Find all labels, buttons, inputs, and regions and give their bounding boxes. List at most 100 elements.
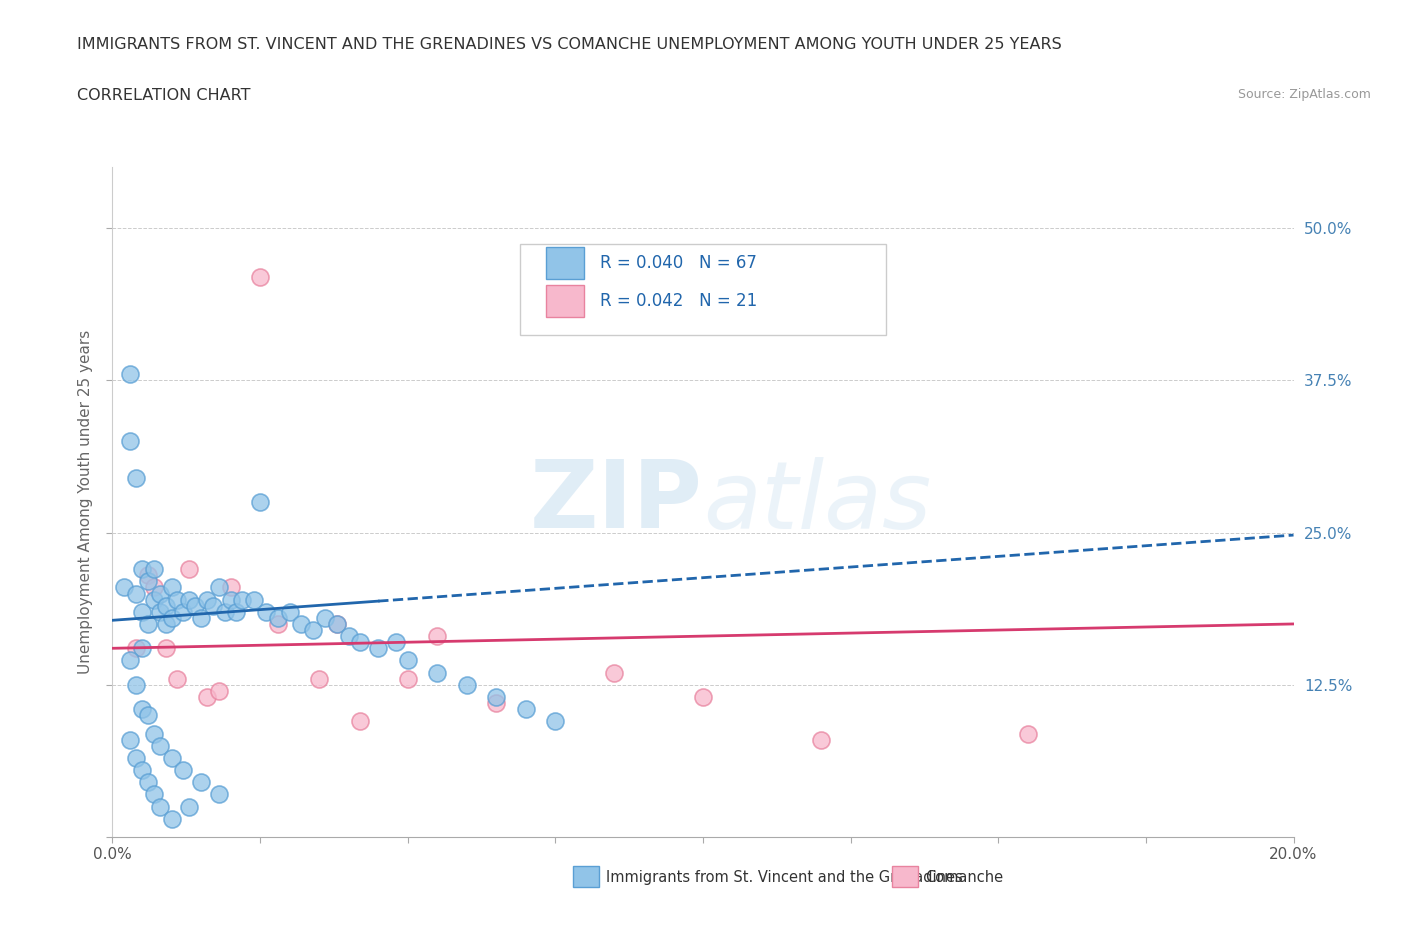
Point bbox=[544, 714, 567, 729]
Point bbox=[155, 598, 177, 613]
Point bbox=[190, 610, 212, 625]
Point bbox=[120, 434, 142, 449]
Point bbox=[136, 568, 159, 583]
Point bbox=[426, 629, 449, 644]
Point bbox=[195, 689, 218, 704]
Point bbox=[149, 738, 172, 753]
Point bbox=[112, 580, 135, 595]
Point bbox=[249, 270, 271, 285]
Point bbox=[136, 708, 159, 723]
Point bbox=[120, 653, 142, 668]
Point bbox=[485, 696, 508, 711]
Point bbox=[131, 641, 153, 656]
Point bbox=[337, 629, 360, 644]
Point bbox=[142, 726, 165, 741]
Text: ZIP: ZIP bbox=[530, 457, 703, 548]
Point bbox=[208, 580, 231, 595]
Point bbox=[142, 592, 165, 607]
Bar bbox=[574, 866, 599, 887]
Point bbox=[179, 562, 201, 577]
Text: CORRELATION CHART: CORRELATION CHART bbox=[77, 88, 250, 103]
Point bbox=[1017, 726, 1039, 741]
Point bbox=[214, 604, 236, 619]
Text: R = 0.040   N = 67: R = 0.040 N = 67 bbox=[600, 254, 756, 272]
Point bbox=[125, 641, 148, 656]
Point bbox=[278, 604, 301, 619]
Text: atlas: atlas bbox=[703, 457, 931, 548]
Point bbox=[208, 684, 231, 698]
Point bbox=[254, 604, 277, 619]
Bar bbox=[546, 285, 583, 317]
Point bbox=[349, 635, 371, 650]
Point bbox=[160, 751, 183, 765]
Point bbox=[190, 775, 212, 790]
Point bbox=[515, 702, 537, 717]
Point bbox=[219, 580, 242, 595]
Point bbox=[267, 617, 290, 631]
Point bbox=[267, 610, 290, 625]
Point bbox=[290, 617, 312, 631]
Point bbox=[302, 622, 325, 637]
Point bbox=[155, 641, 177, 656]
Point bbox=[184, 598, 207, 613]
Point bbox=[166, 671, 188, 686]
Point bbox=[120, 732, 142, 747]
Point bbox=[142, 787, 165, 802]
Point bbox=[208, 787, 231, 802]
Point bbox=[149, 604, 172, 619]
Point bbox=[367, 641, 389, 656]
Point bbox=[125, 471, 148, 485]
Point bbox=[219, 592, 242, 607]
Point bbox=[201, 598, 224, 613]
Text: Immigrants from St. Vincent and the Grenadines: Immigrants from St. Vincent and the Gren… bbox=[606, 870, 963, 884]
Point bbox=[396, 671, 419, 686]
Point bbox=[131, 763, 153, 777]
Point bbox=[125, 751, 148, 765]
Point bbox=[314, 610, 336, 625]
Point bbox=[243, 592, 266, 607]
Point bbox=[426, 665, 449, 680]
Point bbox=[179, 799, 201, 814]
Point bbox=[131, 562, 153, 577]
Point bbox=[125, 586, 148, 601]
Point bbox=[172, 763, 194, 777]
Point bbox=[149, 799, 172, 814]
FancyBboxPatch shape bbox=[520, 245, 886, 335]
Point bbox=[172, 604, 194, 619]
Bar bbox=[546, 247, 583, 279]
Bar bbox=[891, 866, 918, 887]
Point bbox=[456, 677, 478, 692]
Point bbox=[349, 714, 371, 729]
Point bbox=[160, 811, 183, 826]
Point bbox=[160, 610, 183, 625]
Point bbox=[692, 689, 714, 704]
Point bbox=[136, 617, 159, 631]
Point bbox=[225, 604, 247, 619]
Point bbox=[195, 592, 218, 607]
Point bbox=[308, 671, 330, 686]
Point bbox=[810, 732, 832, 747]
Point bbox=[396, 653, 419, 668]
Point bbox=[131, 702, 153, 717]
Point bbox=[142, 562, 165, 577]
Point bbox=[231, 592, 253, 607]
Y-axis label: Unemployment Among Youth under 25 years: Unemployment Among Youth under 25 years bbox=[79, 330, 93, 674]
Text: Source: ZipAtlas.com: Source: ZipAtlas.com bbox=[1237, 88, 1371, 101]
Point bbox=[149, 586, 172, 601]
Point bbox=[136, 775, 159, 790]
Point bbox=[125, 677, 148, 692]
Point bbox=[179, 592, 201, 607]
Point bbox=[385, 635, 408, 650]
Point bbox=[485, 689, 508, 704]
Point bbox=[603, 665, 626, 680]
Text: R = 0.042   N = 21: R = 0.042 N = 21 bbox=[600, 292, 758, 310]
Point bbox=[142, 580, 165, 595]
Point bbox=[136, 574, 159, 589]
Point bbox=[160, 580, 183, 595]
Text: Comanche: Comanche bbox=[925, 870, 1002, 884]
Point bbox=[131, 604, 153, 619]
Point bbox=[155, 617, 177, 631]
Point bbox=[249, 495, 271, 510]
Point bbox=[326, 617, 349, 631]
Point bbox=[120, 367, 142, 382]
